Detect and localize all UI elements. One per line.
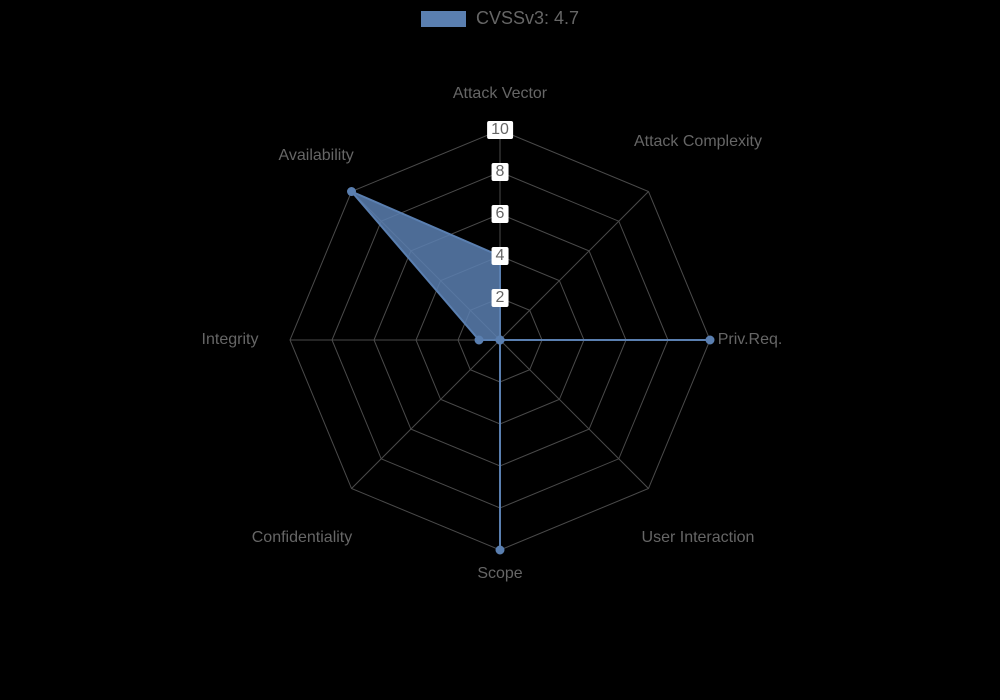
radar-chart: CVSSv3: 4.7 Attack VectorAttack Complexi… <box>0 0 1000 700</box>
tick-label: 4 <box>492 247 509 265</box>
axis-label-attack_vector: Attack Vector <box>453 85 547 103</box>
tick-label: 10 <box>487 121 513 139</box>
series-marker <box>496 546 504 554</box>
series-marker <box>496 336 504 344</box>
series-marker <box>706 336 714 344</box>
tick-label: 8 <box>492 163 509 181</box>
axis-label-integrity: Integrity <box>202 331 259 349</box>
series-marker <box>348 188 356 196</box>
tick-label: 2 <box>492 289 509 307</box>
axis-label-scope: Scope <box>477 565 522 583</box>
series-marker <box>475 336 483 344</box>
tick-label: 6 <box>492 205 509 223</box>
axis-label-attack_complexity: Attack Complexity <box>634 133 762 151</box>
axis-label-priv_req: Priv.Req. <box>718 331 783 349</box>
radar-svg <box>0 0 1000 700</box>
axis-label-confidentiality: Confidentiality <box>252 529 353 547</box>
axis-label-user_interaction: User Interaction <box>642 529 755 547</box>
axis-label-availability: Availability <box>278 147 353 165</box>
